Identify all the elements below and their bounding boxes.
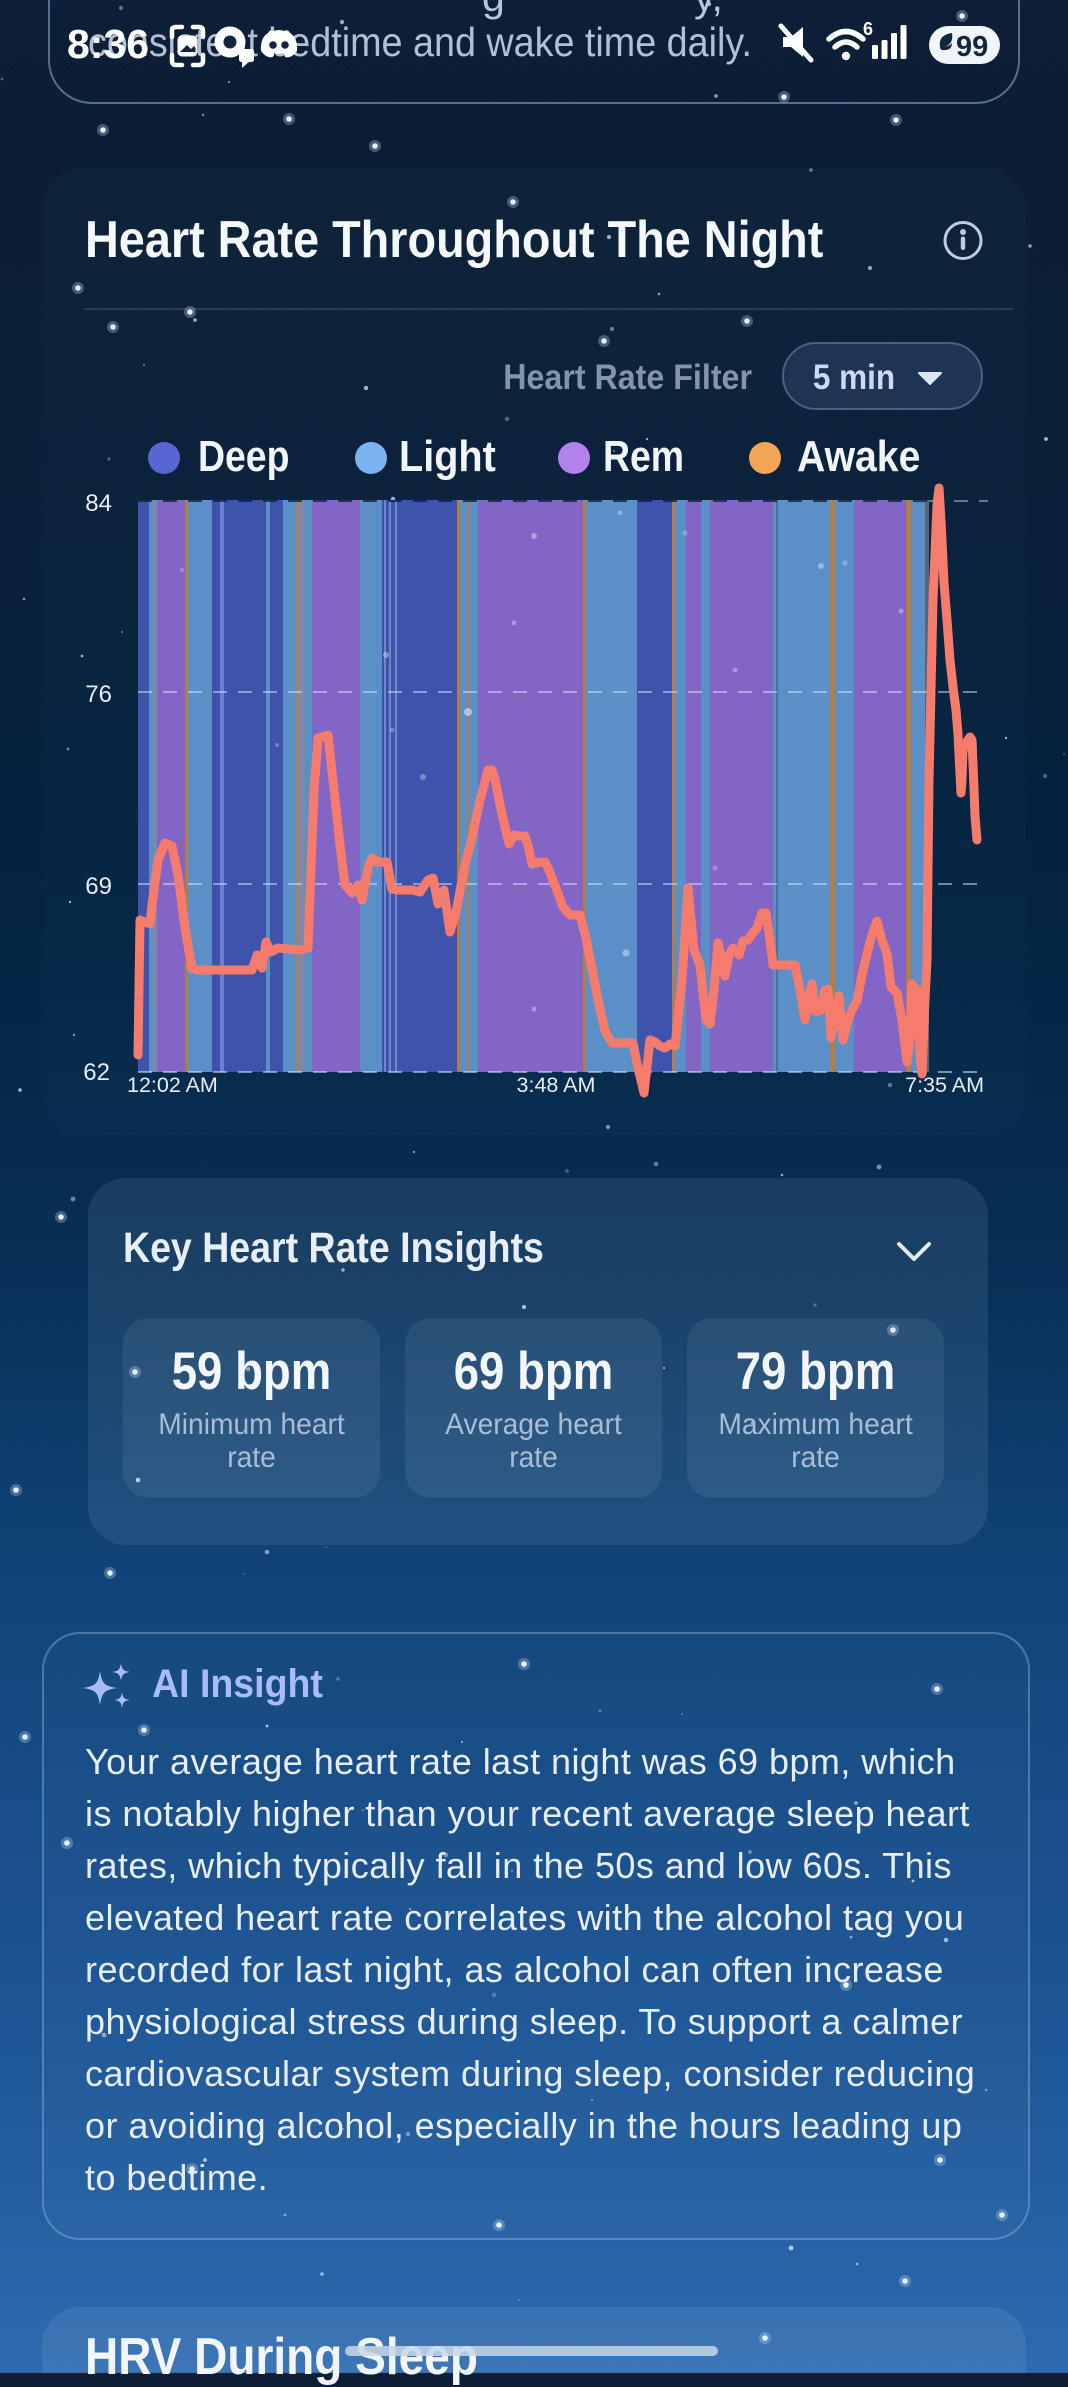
svg-text:12:02 AM: 12:02 AM	[127, 1073, 218, 1097]
svg-text:62: 62	[83, 1059, 110, 1086]
svg-text:76: 76	[85, 681, 112, 708]
svg-text:99: 99	[956, 31, 988, 63]
svg-text:84: 84	[85, 490, 112, 517]
svg-text:3:48 AM: 3:48 AM	[517, 1073, 596, 1097]
svg-text:6: 6	[863, 19, 873, 39]
svg-text:69: 69	[85, 873, 112, 900]
svg-text:7:35 AM: 7:35 AM	[905, 1073, 984, 1097]
